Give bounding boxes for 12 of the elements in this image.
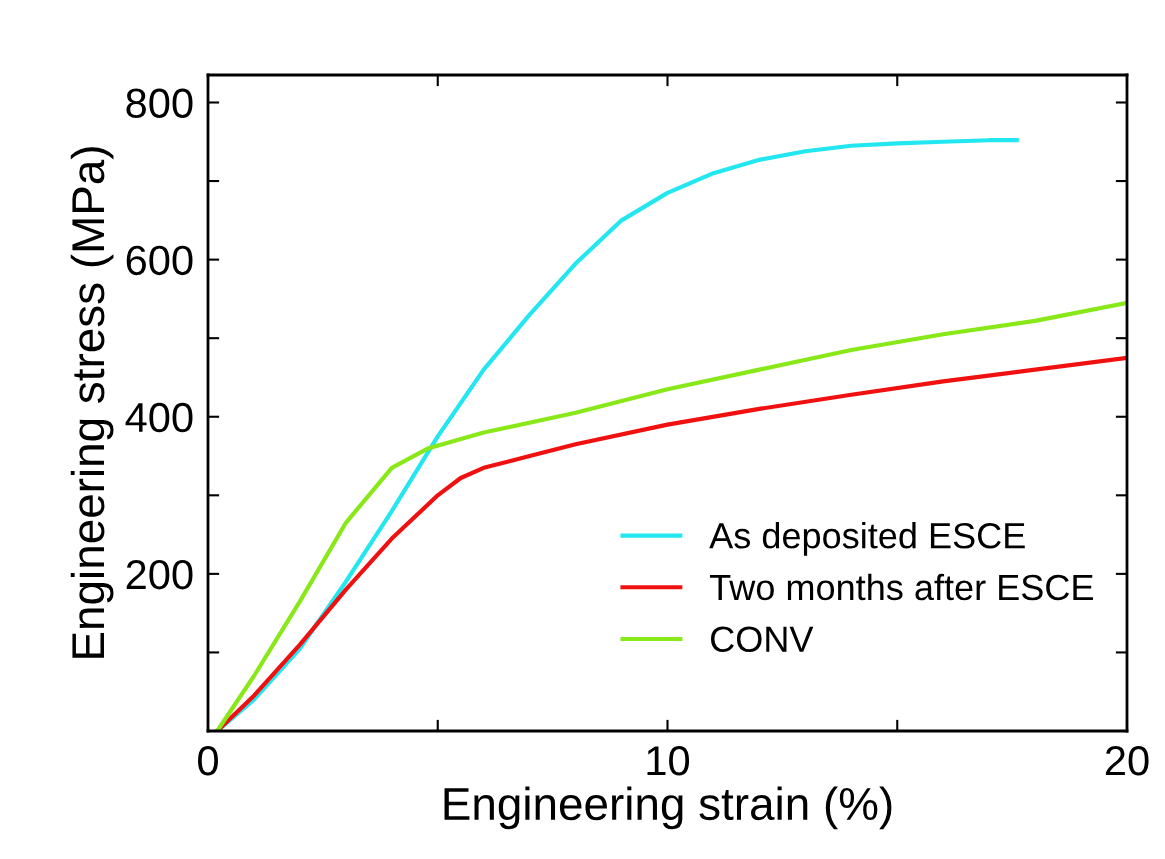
y-tick-label: 200 xyxy=(126,559,193,590)
y-tick-label: 400 xyxy=(125,402,193,433)
legend-label: Two months after ESCE xyxy=(709,573,1093,601)
x-tick-label: 20 xyxy=(1105,745,1149,776)
y-tick-label: 600 xyxy=(126,245,193,276)
y-axis-title: Engineering stress (MPa) xyxy=(70,147,114,658)
x-axis-title: Engineering strain (%) xyxy=(444,786,892,830)
x-tick-label: 10 xyxy=(647,745,690,776)
legend-label: As deposited ESCE xyxy=(709,522,1025,556)
legend-label: CONV xyxy=(711,626,814,652)
y-tick-label: 800 xyxy=(126,88,193,118)
x-tick-label: 0 xyxy=(198,745,218,776)
